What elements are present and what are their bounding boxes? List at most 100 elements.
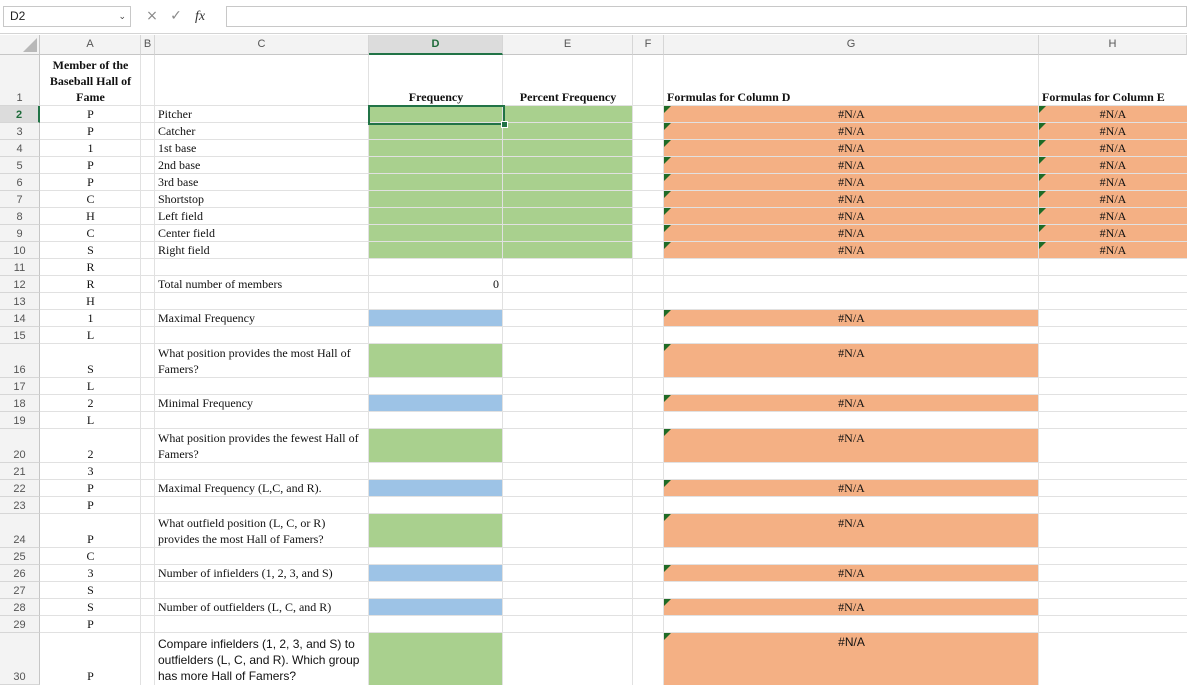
row-header-9[interactable]: 9 — [0, 225, 40, 242]
cell-a14[interactable]: 1 — [87, 311, 94, 325]
cell-a24[interactable]: P — [87, 532, 94, 546]
compare-input[interactable] — [369, 633, 503, 685]
max-lcr-label[interactable]: Maximal Frequency (L,C, and R). — [158, 481, 322, 495]
row-header-15[interactable]: 15 — [0, 327, 40, 344]
enter-icon[interactable]: ✓ — [170, 8, 182, 24]
cell-a13[interactable]: H — [86, 294, 95, 308]
most-position-question[interactable]: What position provides the most Hall of … — [158, 346, 351, 376]
formula-e-result[interactable]: #N/A — [1099, 192, 1127, 206]
column-header-a[interactable]: A — [40, 35, 141, 55]
select-all-button[interactable] — [0, 35, 40, 55]
min-frequency-input[interactable] — [369, 395, 503, 412]
row-header-2[interactable]: 2 — [0, 106, 40, 123]
min-frequency-result[interactable]: #N/A — [838, 396, 865, 410]
formula-d-result[interactable]: #N/A — [838, 243, 865, 257]
outfield-position-input[interactable] — [369, 514, 503, 548]
position-label[interactable]: Center field — [158, 226, 215, 240]
row-header-28[interactable]: 28 — [0, 599, 40, 616]
formula-d-result[interactable]: #N/A — [838, 175, 865, 189]
cell-a23[interactable]: P — [87, 498, 94, 512]
column-header-h[interactable]: H — [1039, 35, 1187, 55]
row-header-20[interactable]: 20 — [0, 429, 40, 463]
insert-function-icon[interactable]: fx — [194, 9, 206, 24]
cell-a15[interactable]: L — [86, 328, 95, 342]
cell-a30[interactable]: P — [87, 669, 94, 683]
formula-d-result[interactable]: #N/A — [838, 107, 865, 121]
formula-e-result[interactable]: #N/A — [1099, 243, 1127, 257]
min-frequency-label[interactable]: Minimal Frequency — [158, 396, 253, 410]
column-header-f[interactable]: F — [633, 35, 664, 55]
row-header-21[interactable]: 21 — [0, 463, 40, 480]
frequency-input-range[interactable] — [369, 106, 633, 259]
row-header-7[interactable]: 7 — [0, 191, 40, 208]
position-label[interactable]: 3rd base — [158, 175, 199, 189]
formula-e-result[interactable]: #N/A — [1099, 141, 1127, 155]
row-header-6[interactable]: 6 — [0, 174, 40, 191]
outfield-position-result[interactable]: #N/A — [838, 516, 865, 530]
cell-a27[interactable]: S — [87, 583, 94, 597]
outfielders-result[interactable]: #N/A — [838, 600, 865, 614]
most-position-result[interactable]: #N/A — [838, 346, 865, 360]
position-label[interactable]: Left field — [158, 209, 203, 223]
formula-d-result[interactable]: #N/A — [838, 124, 865, 138]
infielders-input[interactable] — [369, 565, 503, 582]
row-header-3[interactable]: 3 — [0, 123, 40, 140]
formula-d-result[interactable]: #N/A — [838, 209, 865, 223]
row-header-16[interactable]: 16 — [0, 344, 40, 378]
formula-e-result[interactable]: #N/A — [1099, 209, 1127, 223]
infielders-result[interactable]: #N/A — [838, 566, 865, 580]
max-lcr-result[interactable]: #N/A — [838, 481, 865, 495]
row-header-4[interactable]: 4 — [0, 140, 40, 157]
row-header-24[interactable]: 24 — [0, 514, 40, 548]
outfielders-label[interactable]: Number of outfielders (L, C, and R) — [158, 600, 332, 614]
compare-question[interactable]: Compare infielders (1, 2, 3, and S) to o… — [158, 637, 360, 683]
chevron-down-icon[interactable]: ⌄ — [118, 11, 126, 21]
cell-a9[interactable]: C — [86, 226, 95, 240]
cell-a19[interactable]: L — [86, 413, 95, 427]
column-header-e[interactable]: E — [503, 35, 633, 55]
outfielders-input[interactable] — [369, 599, 503, 616]
infielders-label[interactable]: Number of infielders (1, 2, 3, and S) — [158, 566, 333, 580]
cell-a22[interactable]: P — [87, 481, 94, 495]
max-frequency-input[interactable] — [369, 310, 503, 327]
column-header-c[interactable]: C — [155, 35, 369, 55]
cell-a16[interactable]: S — [87, 362, 94, 376]
fewest-position-question[interactable]: What position provides the fewest Hall o… — [158, 431, 359, 461]
cell-a6[interactable]: P — [87, 175, 94, 189]
row-header-17[interactable]: 17 — [0, 378, 40, 395]
row-header-23[interactable]: 23 — [0, 497, 40, 514]
formula-e-result[interactable]: #N/A — [1099, 107, 1127, 121]
row-header-25[interactable]: 25 — [0, 548, 40, 565]
row-header-30[interactable]: 30 — [0, 633, 40, 685]
cell-a20[interactable]: 2 — [87, 447, 94, 461]
row-header-10[interactable]: 10 — [0, 242, 40, 259]
max-lcr-input[interactable] — [369, 480, 503, 497]
position-label[interactable]: Catcher — [158, 124, 196, 138]
formula-d-result[interactable]: #N/A — [838, 141, 865, 155]
cell-a25[interactable]: C — [86, 549, 95, 563]
cell-a21[interactable]: 3 — [87, 464, 94, 478]
formula-e-result[interactable]: #N/A — [1099, 226, 1127, 240]
max-frequency-label[interactable]: Maximal Frequency — [158, 311, 255, 325]
formula-e-result[interactable]: #N/A — [1099, 124, 1127, 138]
position-label[interactable]: Shortstop — [158, 192, 205, 206]
name-box[interactable]: D2 ⌄ — [3, 6, 131, 27]
column-header-g[interactable]: G — [664, 35, 1039, 55]
formula-e-result[interactable]: #N/A — [1099, 175, 1127, 189]
cancel-icon[interactable]: × — [146, 8, 158, 24]
column-header-d[interactable]: D — [369, 35, 503, 55]
formula-d-result[interactable]: #N/A — [838, 192, 865, 206]
fewest-position-input[interactable] — [369, 429, 503, 463]
row-header-22[interactable]: 22 — [0, 480, 40, 497]
row-header-18[interactable]: 18 — [0, 395, 40, 412]
row-header-8[interactable]: 8 — [0, 208, 40, 225]
row-header-14[interactable]: 14 — [0, 310, 40, 327]
cell-a10[interactable]: S — [87, 243, 94, 257]
cell-a3[interactable]: P — [87, 124, 94, 138]
row-header-29[interactable]: 29 — [0, 616, 40, 633]
position-label[interactable]: Right field — [158, 243, 210, 257]
cell-a4[interactable]: 1 — [87, 141, 94, 155]
outfield-position-question[interactable]: What outfield position (L, C, or R) prov… — [158, 516, 326, 546]
position-label[interactable]: Pitcher — [158, 107, 192, 121]
row-header-27[interactable]: 27 — [0, 582, 40, 599]
